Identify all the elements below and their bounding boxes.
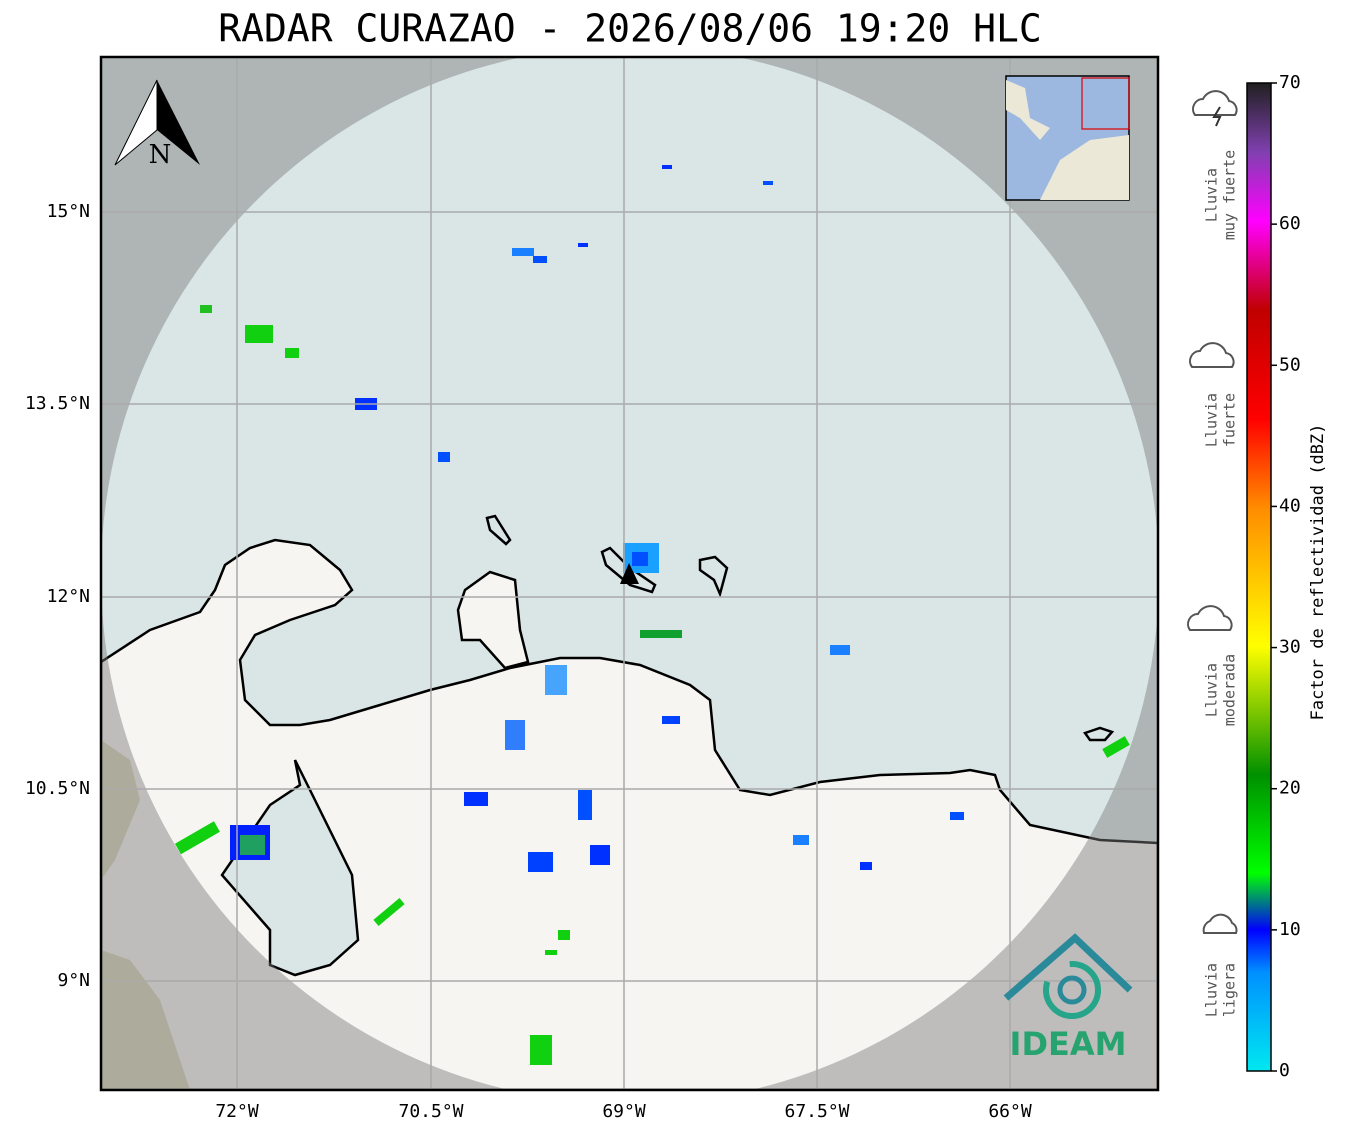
inset-map (1005, 75, 1130, 201)
lat-label: 15°N (47, 201, 90, 222)
colorbar (1246, 82, 1272, 1072)
map: N IDEAM (101, 57, 1158, 1090)
aruba (485, 514, 512, 546)
lake-maracaibo (220, 759, 360, 977)
colorbar-tick-label: 60 (1279, 213, 1301, 234)
lat-label: 13.5°N (25, 393, 90, 414)
map-frame (99, 55, 1160, 1092)
colorbar-label: Factor de reflectividad (dBZ) (1308, 424, 1328, 721)
legend-label: Lluvia (1203, 168, 1221, 222)
colorbar-tick-label: 10 (1279, 919, 1301, 940)
legend-label: moderada (1221, 654, 1239, 726)
north-arrow: N (114, 79, 200, 170)
colombia-highlands (101, 740, 190, 1090)
legend-icons (1187, 90, 1238, 934)
legend-label: fuerte (1221, 393, 1239, 447)
lon-ticks: 72°W 70.5°W 69°W 67.5°W 66°W (215, 1101, 1032, 1122)
radar-echoes (174, 165, 1130, 1065)
paraguana (456, 570, 530, 670)
lon-label: 67.5°W (784, 1101, 849, 1122)
lon-label: 66°W (988, 1101, 1032, 1122)
colorbar-tick-label: 70 (1279, 72, 1301, 93)
title: RADAR CURAZAO - 2026/08/06 19:20 HLC (218, 7, 1042, 51)
legend-label: muy fuerte (1221, 150, 1239, 240)
lat-label: 12°N (47, 586, 90, 607)
colorbar-tick-label: 40 (1279, 495, 1301, 516)
legend-label: Lluvia (1203, 663, 1221, 717)
logo-text: IDEAM (1010, 1025, 1127, 1063)
logo: IDEAM (1003, 933, 1133, 1063)
lat-ticks: 15°N 13.5°N 12°N 10.5°N 9°N (25, 201, 90, 991)
radar-site (620, 563, 639, 584)
bonaire (698, 555, 729, 598)
north-label: N (149, 140, 172, 170)
colorbar-tick-label: 0 (1279, 1060, 1290, 1081)
legend-label: Lluvia (1203, 393, 1221, 447)
lon-label: 72°W (215, 1101, 259, 1122)
colorbar-tick-label: 30 (1279, 637, 1301, 658)
margarita (1082, 726, 1115, 742)
grid (101, 57, 1158, 1090)
lat-label: 9°N (57, 970, 90, 991)
legend-label: ligera (1221, 963, 1239, 1017)
lat-label: 10.5°N (25, 778, 90, 799)
lon-label: 70.5°W (398, 1101, 463, 1122)
lon-label: 69°W (602, 1101, 646, 1122)
legend-label: Lluvia (1203, 963, 1221, 1017)
land (101, 538, 1158, 1090)
colorbar-tick-label: 50 (1279, 354, 1301, 375)
colorbar-tick-label: 20 (1279, 778, 1301, 799)
